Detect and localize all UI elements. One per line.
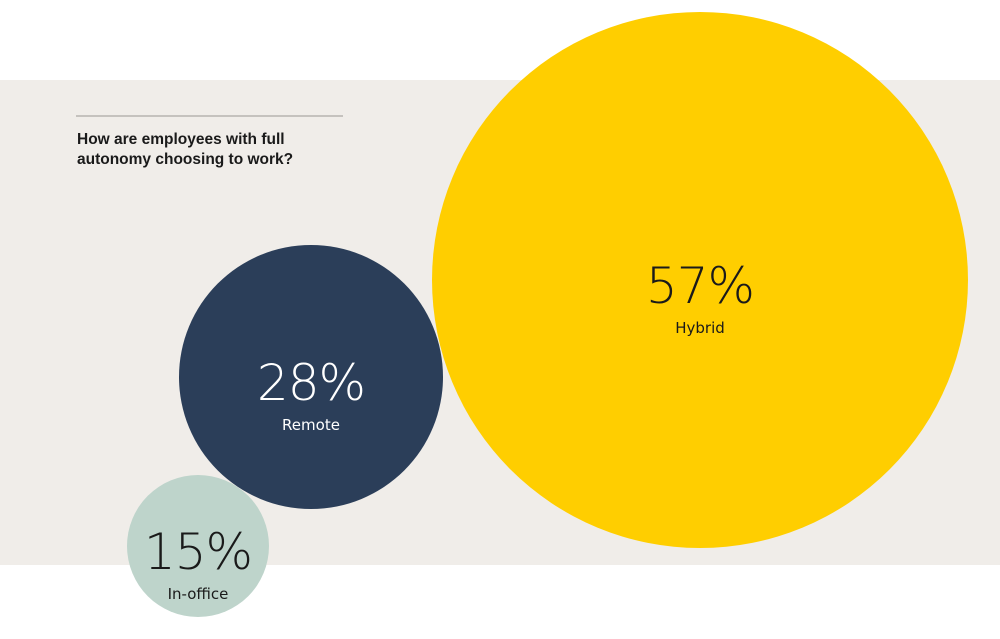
chart-title-line-1: How are employees with full	[77, 131, 285, 148]
bubble-remote	[179, 245, 443, 509]
bubble-hybrid	[432, 12, 968, 548]
category-label-hybrid: Hybrid	[675, 319, 725, 337]
bubble-in-office	[127, 475, 269, 617]
chart-title-line-2: autonomy choosing to work?	[77, 151, 293, 168]
value-label-hybrid: 57%	[646, 257, 754, 315]
chart-title: How are employees with full autonomy cho…	[77, 131, 293, 168]
value-label-in-office: 15%	[144, 523, 252, 581]
value-label-remote: 28%	[257, 354, 365, 412]
category-label-remote: Remote	[282, 416, 340, 434]
category-label-in-office: In-office	[168, 585, 229, 603]
bubbles-group: 57% Hybrid 28% Remote 15% In-office	[127, 12, 968, 617]
